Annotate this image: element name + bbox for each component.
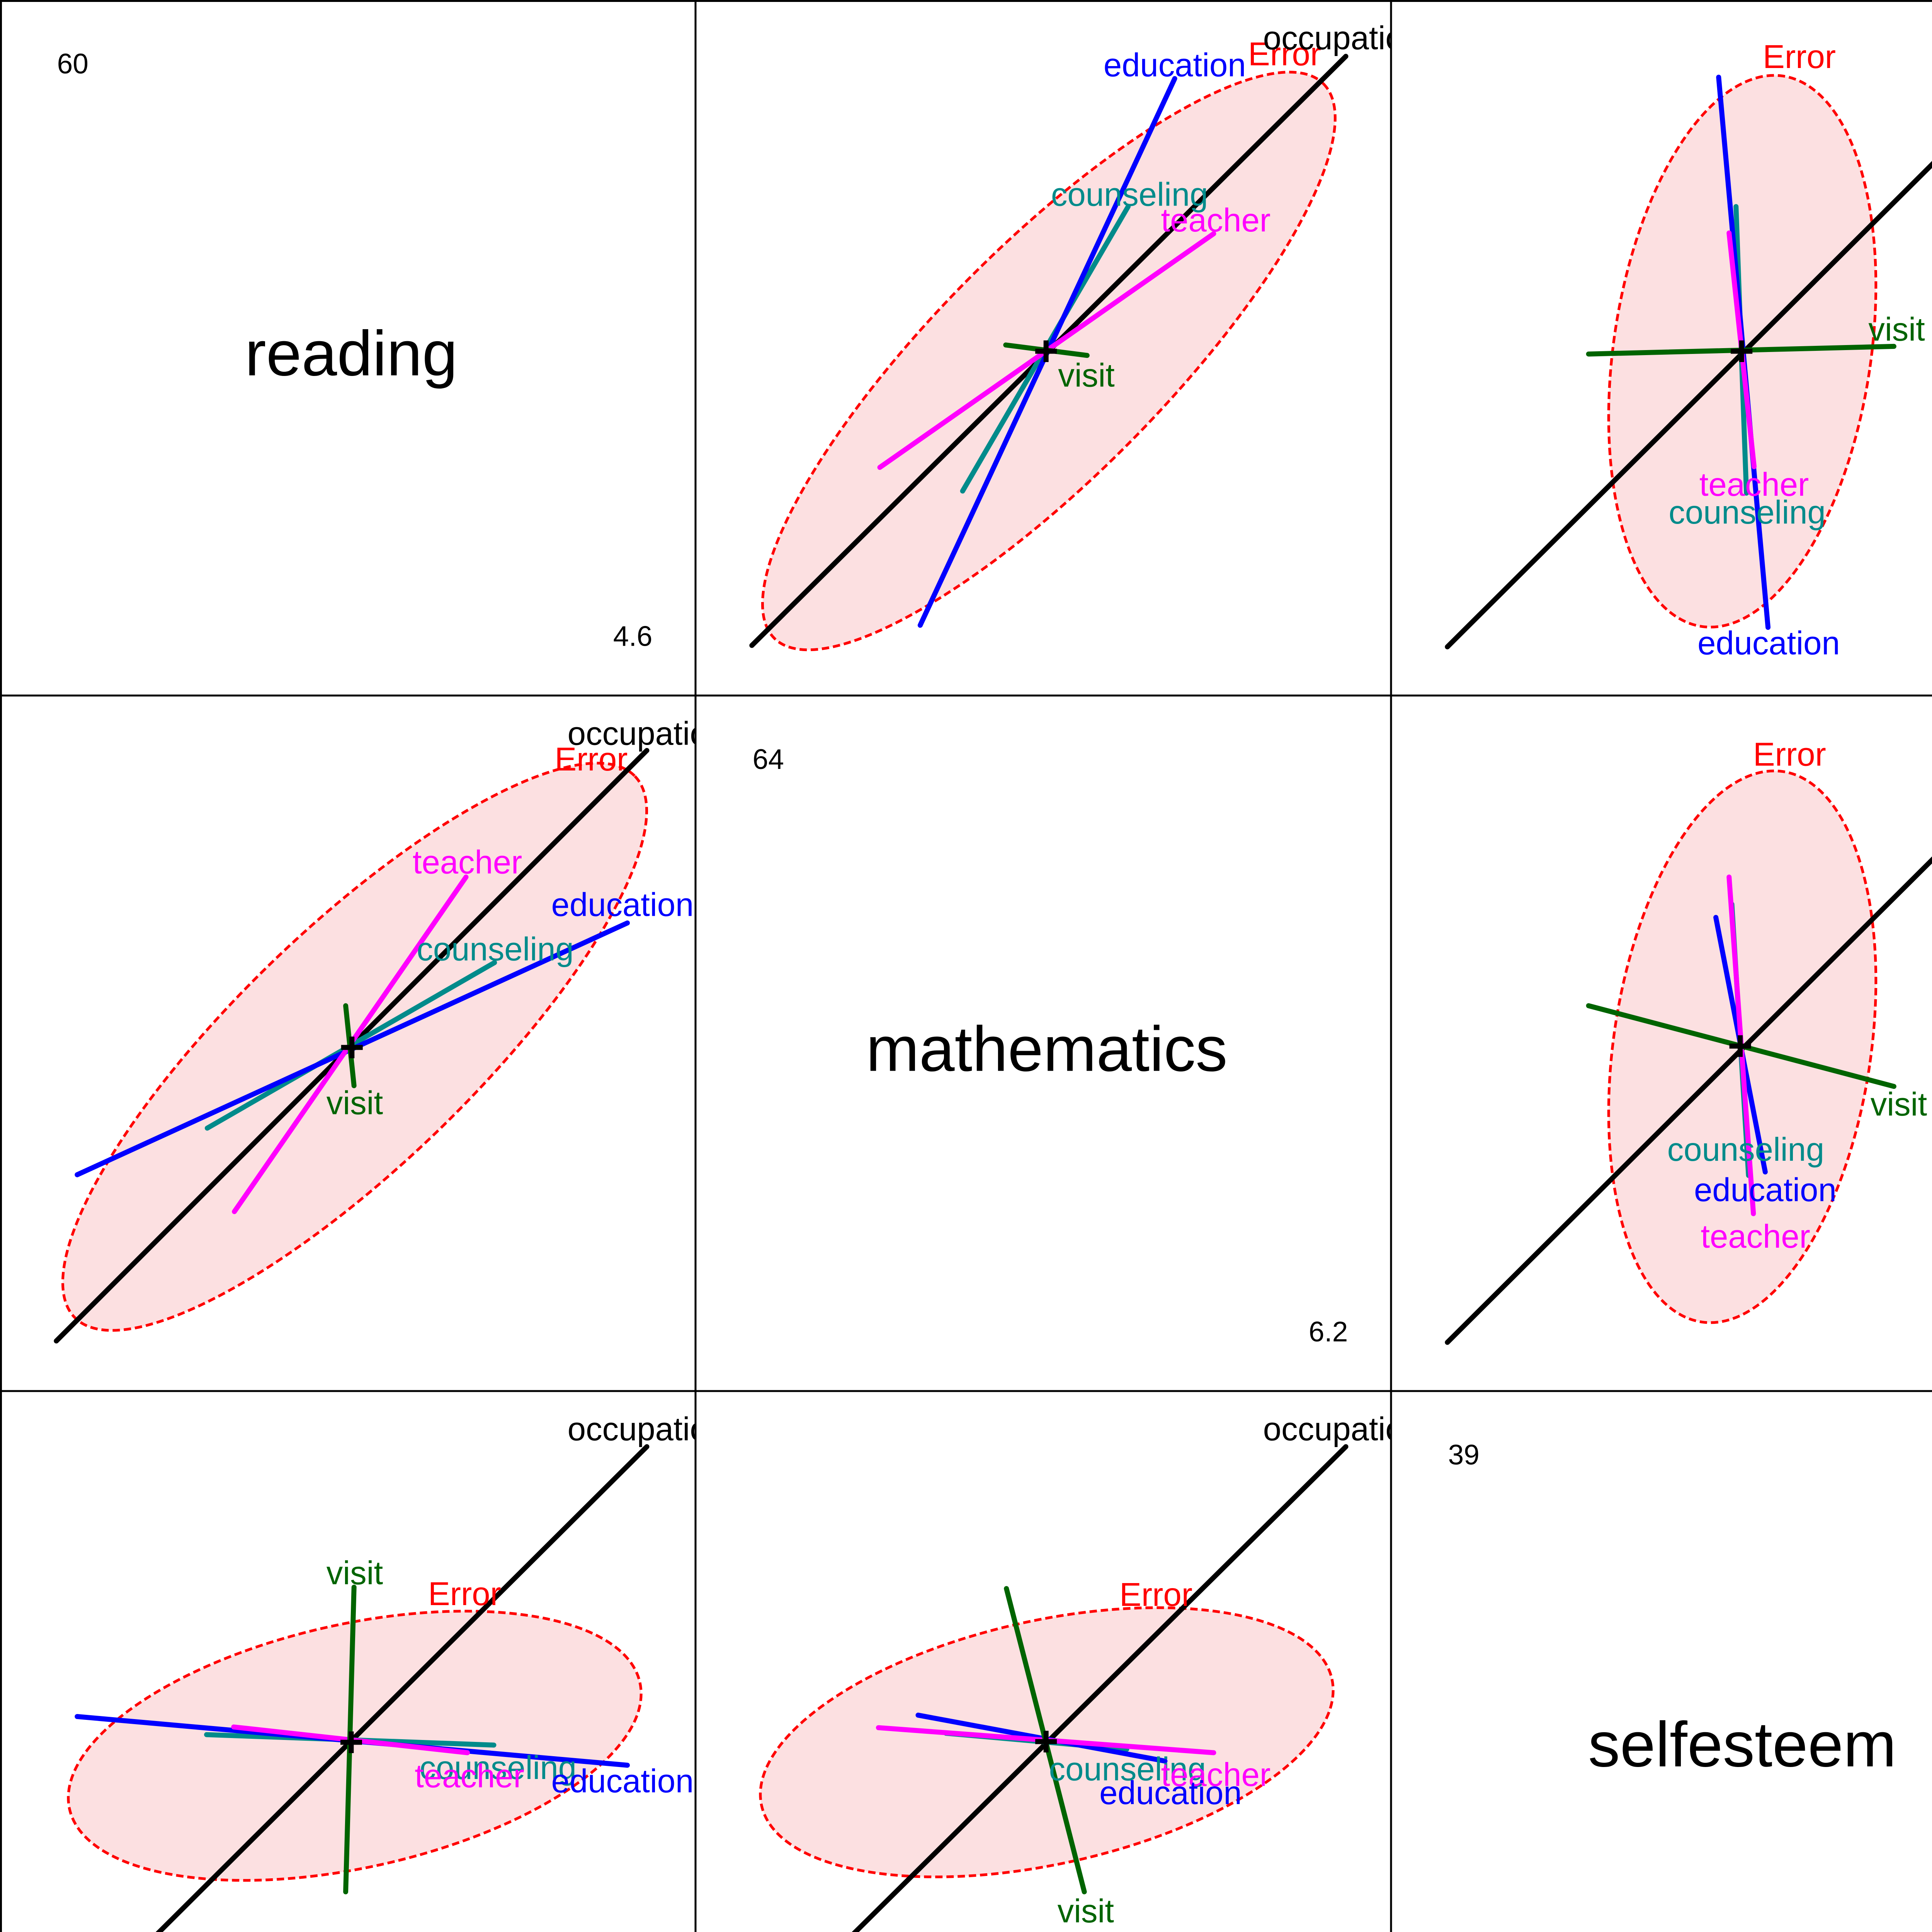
term-label-visit: visit [327,1555,383,1592]
term-label-visit: visit [1868,311,1925,348]
diag-max-value: 64 [753,744,784,775]
error-label: Error [1763,39,1836,75]
term-label-occupation: occupation [568,716,726,752]
diag-min-value: 6.2 [1309,1316,1348,1348]
term-label-visit: visit [1058,357,1114,394]
term-label-teacher: teacher [413,844,522,881]
error-label: Error [1119,1577,1192,1613]
term-label-occupation: occupation [1263,1411,1422,1448]
term-label-counseling: counseling [1049,1751,1206,1788]
error-ellipse [67,1610,643,1882]
centroid-marker [1035,340,1057,362]
term-label-visit: visit [1871,1086,1927,1123]
term-label-teacher: teacher [415,1758,524,1795]
term-label-teacher: teacher [1699,466,1809,503]
term-label-counseling: counseling [1667,1131,1824,1168]
term-label-teacher: teacher [1161,1757,1271,1793]
term-label-education: education [1694,1172,1837,1208]
term-label-counseling: counseling [417,931,573,968]
panel-r1c1-diagonal-mathematics: 64 mathematics 6.2 [753,744,1348,1347]
panel-r0c0-diagonal-reading: 60 reading 4.6 [57,48,653,652]
term-label-visit: visit [1058,1893,1114,1930]
panel-r2c2-diagonal-selfesteem: 39selfesteem5 [1448,1439,1896,1780]
diag-max-value: 60 [57,48,88,80]
diag-min-value: 4.6 [613,621,652,652]
error-label: Error [428,1576,501,1612]
error-label: Error [1753,736,1826,773]
term-label-education: education [551,1763,694,1799]
centroid-marker [1731,340,1753,362]
panel-r1c2-mathematics-vs-selfesteem: Erroroccupationvisitcounselingeducationt… [1445,736,1932,1345]
centroid-marker [341,1036,363,1058]
term-label-counseling: counseling [420,1750,577,1786]
term-label-education: education [551,886,694,923]
term-label-occupation: occupation [568,1411,726,1448]
term-label-education: education [1099,1775,1242,1811]
panel-r1c0-mathematics-vs-reading: teacher education counseling visit Erroroccu… [54,716,726,1344]
centroid-marker [340,1731,362,1753]
panel-r0c2-reading-vs-selfesteem: Erroroccupationvisitteachercounselingedu… [1445,39,1932,662]
diag-variable-label: reading [245,318,457,389]
term-label-education: education [1697,625,1840,662]
centroid-marker [1729,1035,1751,1057]
diag-variable-label: selfesteem [1588,1709,1896,1780]
error-ellipse [761,71,1337,651]
term-label-counseling: counseling [1051,177,1208,213]
error-label: Error [555,741,628,778]
centroid-marker [1035,1731,1057,1753]
diag-max-value: 39 [1448,1439,1480,1471]
panel-r2c1-selfesteem-vs-mathematics: Error occupation counselingteachereducatio… [759,1411,1422,1932]
term-label-teacher: teacher [1701,1218,1810,1255]
diag-variable-label: mathematics [866,1013,1227,1084]
term-label-counseling: counseling [1668,494,1825,531]
term-label-visit: visit [327,1085,383,1121]
error-label: Error [1248,36,1321,73]
term-label-occupation: occupation [1263,20,1422,57]
term-label-teacher: teacher [1161,202,1271,239]
term-label-education: education [1104,47,1246,84]
